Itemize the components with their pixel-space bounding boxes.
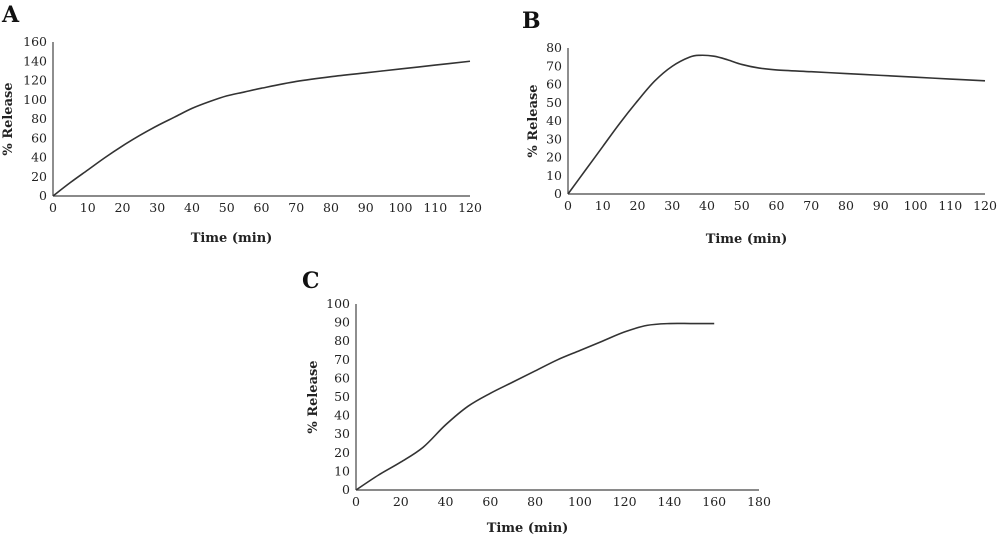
chart-b-y-tick-label: 20 — [546, 150, 562, 165]
chart-c-x-axis-title: Time (min) — [487, 521, 569, 536]
chart-a-x-tick-label: 110 — [423, 200, 447, 215]
chart-b-y-tick-label: 60 — [546, 77, 562, 92]
chart-b-x-tick-label: 0 — [564, 198, 572, 213]
chart-c-y-tick-label: 30 — [334, 426, 350, 441]
chart-b-x-tick-label: 40 — [699, 198, 715, 213]
chart-b-x-tick-label: 80 — [838, 198, 854, 213]
chart-c-y-axis-title: % Release — [306, 360, 321, 433]
chart-c-series-line — [355, 322, 715, 491]
chart-c: C 0 10 20 30 40 50 60 70 80 90 100 0 20 40 60 80 100 120 14… — [302, 268, 771, 536]
chart-a-x-tick-label: 30 — [149, 200, 165, 215]
chart-b-y-tick-label: 40 — [546, 113, 562, 128]
chart-c-x-tick-label: 20 — [393, 494, 409, 509]
chart-a-x-tick-label: 50 — [219, 200, 235, 215]
chart-a-x-tick-label: 10 — [80, 200, 96, 215]
chart-b-y-tick-label: 70 — [546, 58, 562, 73]
chart-a-y-tick-label: 20 — [31, 169, 47, 184]
chart-b-y-tick-label: 50 — [546, 95, 562, 110]
chart-b-x-tick-label: 110 — [938, 198, 962, 213]
chart-b-panel-letter: B — [522, 8, 541, 34]
chart-c-y-tick-label: 70 — [334, 352, 350, 367]
chart-c-x-tick-label: 160 — [702, 494, 726, 509]
chart-c-y-tick-label: 40 — [334, 408, 350, 423]
chart-c-x-tick-label: 180 — [747, 494, 771, 509]
chart-a-x-tick-label: 0 — [49, 200, 57, 215]
chart-b-x-tick-label: 60 — [769, 198, 785, 213]
chart-c-y-tick-label: 50 — [334, 389, 350, 404]
chart-c-x-tick-label: 120 — [613, 494, 637, 509]
chart-b-series-line — [567, 54, 986, 195]
chart-a-y-tick-label: 120 — [23, 73, 47, 88]
chart-b-x-axis-title: Time (min) — [706, 232, 788, 247]
chart-c-y-tick-label: 0 — [342, 482, 350, 497]
chart-a: A 0 20 40 60 80 100 120 140 160 0 10 20 30 40 50 60 70 80 9… — [1, 2, 482, 246]
chart-a-x-tick-label: 90 — [358, 200, 374, 215]
chart-c-x-tick-label: 100 — [568, 494, 592, 509]
chart-c-x-tick-label: 60 — [482, 494, 498, 509]
chart-a-x-tick-label: 70 — [288, 200, 304, 215]
chart-c-y-tick-label: 60 — [334, 370, 350, 385]
chart-c-panel-letter: C — [302, 268, 320, 294]
chart-a-x-tick-label: 80 — [323, 200, 339, 215]
chart-c-y-tick-label: 20 — [334, 445, 350, 460]
chart-b-y-tick-label: 80 — [546, 40, 562, 55]
chart-a-series-line — [52, 60, 471, 197]
chart-b-x-tick-label: 100 — [904, 198, 928, 213]
chart-a-x-axis-title: Time (min) — [191, 231, 273, 246]
chart-b-x-tick-label: 120 — [973, 198, 997, 213]
chart-a-x-tick-label: 100 — [389, 200, 413, 215]
chart-c-x-tick-label: 80 — [527, 494, 543, 509]
chart-a-y-tick-label: 100 — [23, 92, 47, 107]
chart-b-x-tick-label: 20 — [630, 198, 646, 213]
chart-b-x-tick-label: 10 — [595, 198, 611, 213]
chart-c-y-tick-label: 100 — [326, 296, 350, 311]
chart-a-y-tick-label: 0 — [39, 188, 47, 203]
chart-a-y-tick-label: 60 — [31, 130, 47, 145]
chart-a-y-tick-label: 160 — [23, 34, 47, 49]
chart-a-x-tick-label: 60 — [254, 200, 270, 215]
chart-b-x-tick-label: 70 — [803, 198, 819, 213]
chart-b-x-tick-label: 90 — [873, 198, 889, 213]
chart-b-y-tick-label: 10 — [546, 168, 562, 183]
chart-c-x-tick-label: 40 — [438, 494, 454, 509]
chart-b-x-tick-label: 50 — [734, 198, 750, 213]
chart-c-y-tick-label: 10 — [334, 463, 350, 478]
chart-a-panel-letter: A — [1, 2, 20, 28]
chart-a-x-tick-label: 20 — [115, 200, 131, 215]
chart-c-y-tick-label: 90 — [334, 315, 350, 330]
chart-a-y-tick-label: 80 — [31, 111, 47, 126]
chart-a-x-tick-label: 120 — [458, 200, 482, 215]
chart-c-x-tick-label: 0 — [352, 494, 360, 509]
chart-c-x-tick-label: 140 — [658, 494, 682, 509]
chart-a-y-tick-label: 40 — [31, 150, 47, 165]
chart-a-y-axis-title: % Release — [1, 82, 16, 155]
chart-b-y-tick-label: 0 — [554, 186, 562, 201]
chart-c-y-tick-label: 80 — [334, 333, 350, 348]
chart-a-x-tick-label: 40 — [184, 200, 200, 215]
chart-a-y-tick-label: 140 — [23, 53, 47, 68]
chart-b-y-axis-title: % Release — [526, 84, 541, 157]
chart-b-y-tick-label: 30 — [546, 131, 562, 146]
chart-b-x-tick-label: 30 — [664, 198, 680, 213]
